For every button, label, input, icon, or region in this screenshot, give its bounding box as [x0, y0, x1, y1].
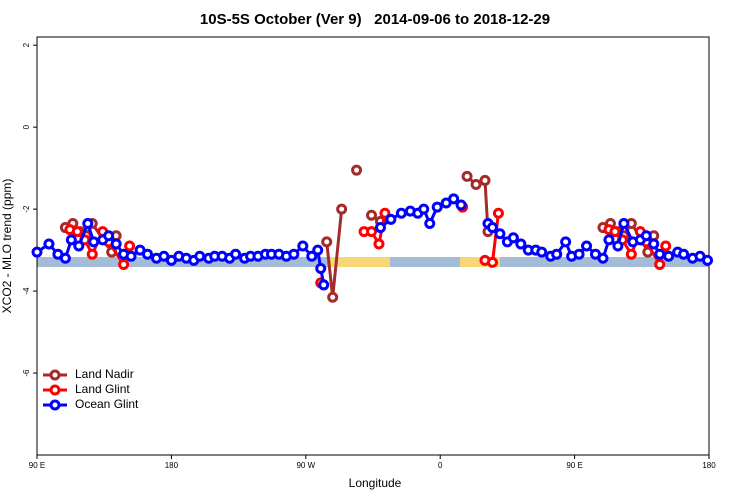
point: [373, 238, 385, 250]
point: [648, 238, 660, 250]
x-tick-label: 90 E: [566, 461, 582, 470]
point: [82, 217, 94, 229]
point: [418, 203, 430, 215]
x-tick-label: 0: [438, 461, 443, 470]
point: [618, 217, 630, 229]
point: [306, 250, 318, 262]
y-tick-label: -4: [22, 287, 31, 295]
point: [297, 240, 309, 252]
x-tick-label: 180: [165, 461, 179, 470]
y-tick-label: 2: [22, 42, 31, 47]
x-tick-label: 90 E: [29, 461, 45, 470]
point: [374, 222, 386, 234]
point: [678, 248, 690, 260]
point: [431, 201, 443, 213]
x-axis-label: Longitude: [349, 476, 402, 490]
point: [702, 254, 714, 266]
point: [597, 252, 609, 264]
point: [86, 248, 98, 260]
point: [194, 250, 206, 262]
x-tick-label: 180: [702, 461, 716, 470]
point: [486, 222, 498, 234]
point: [515, 238, 527, 250]
point: [448, 193, 460, 205]
point: [560, 236, 572, 248]
point: [625, 248, 637, 260]
point: [581, 240, 593, 252]
legend-label: Land Nadir: [75, 367, 134, 381]
point: [573, 248, 585, 260]
chart-title: 10S-5S October (Ver 9) 2014-09-06 to 201…: [200, 11, 550, 28]
point: [461, 170, 473, 182]
point: [124, 240, 136, 252]
point: [230, 248, 242, 260]
y-tick-label: -2: [22, 205, 31, 213]
point: [536, 246, 548, 258]
point: [327, 291, 339, 303]
y-tick-label: 0: [22, 124, 31, 129]
point: [110, 238, 122, 250]
point: [318, 279, 330, 291]
point: [103, 230, 115, 242]
point: [424, 217, 436, 229]
point: [654, 258, 666, 270]
point: [65, 234, 77, 246]
point: [73, 240, 85, 252]
point: [455, 199, 467, 211]
point: [640, 230, 652, 242]
point: [88, 236, 100, 248]
point: [43, 238, 55, 250]
plot-frame: [36, 36, 710, 456]
legend-marker: [49, 369, 61, 381]
point: [486, 256, 498, 268]
point: [654, 248, 666, 260]
point: [59, 252, 71, 264]
point: [494, 228, 506, 240]
land-band: [328, 257, 390, 267]
y-tick-label: -6: [22, 369, 31, 377]
point: [395, 207, 407, 219]
point: [663, 250, 675, 262]
point: [71, 226, 83, 238]
point: [321, 236, 333, 248]
point: [470, 179, 482, 191]
point: [336, 203, 348, 215]
point: [366, 226, 378, 238]
point: [351, 164, 363, 176]
point: [507, 232, 519, 244]
point: [366, 209, 378, 221]
point: [118, 258, 130, 270]
point: [492, 207, 504, 219]
legend-label: Land Glint: [75, 382, 130, 396]
x-tick-label: 90 W: [296, 461, 315, 470]
point: [315, 263, 327, 275]
point: [551, 248, 563, 260]
legend-marker: [49, 384, 61, 396]
point: [609, 226, 621, 238]
legend-marker: [49, 399, 61, 411]
point: [660, 240, 672, 252]
point: [142, 248, 154, 260]
point: [288, 248, 300, 260]
point: [385, 213, 397, 225]
point: [612, 240, 624, 252]
point: [603, 234, 615, 246]
point: [125, 250, 137, 262]
point: [479, 174, 491, 186]
y-axis-label: XCO2 - MLO trend (ppm): [0, 179, 14, 314]
point: [379, 207, 391, 219]
legend-label: Ocean Glint: [75, 397, 139, 411]
point: [31, 246, 43, 258]
point: [312, 244, 324, 256]
